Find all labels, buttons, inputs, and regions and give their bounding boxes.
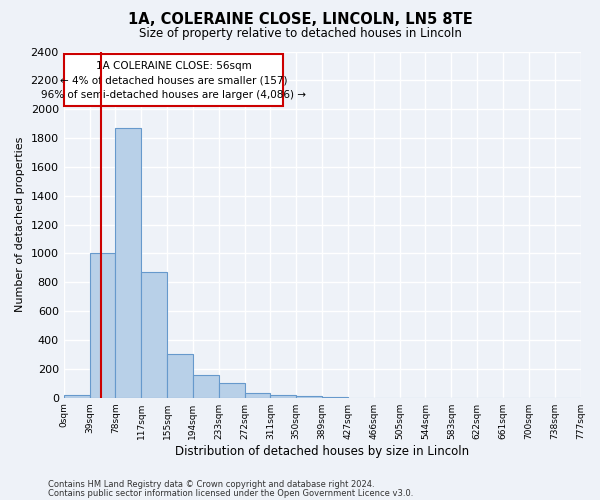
Bar bbox=[167, 354, 193, 398]
Y-axis label: Number of detached properties: Number of detached properties bbox=[15, 137, 25, 312]
Bar bbox=[115, 128, 141, 398]
Text: Size of property relative to detached houses in Lincoln: Size of property relative to detached ho… bbox=[139, 28, 461, 40]
Text: Contains HM Land Registry data © Crown copyright and database right 2024.: Contains HM Land Registry data © Crown c… bbox=[48, 480, 374, 489]
Bar bbox=[89, 254, 115, 398]
Text: Contains public sector information licensed under the Open Government Licence v3: Contains public sector information licen… bbox=[48, 488, 413, 498]
Text: 1A COLERAINE CLOSE: 56sqm
← 4% of detached houses are smaller (157)
96% of semi-: 1A COLERAINE CLOSE: 56sqm ← 4% of detach… bbox=[41, 60, 306, 100]
Bar bbox=[271, 395, 296, 398]
FancyBboxPatch shape bbox=[64, 54, 283, 106]
X-axis label: Distribution of detached houses by size in Lincoln: Distribution of detached houses by size … bbox=[175, 444, 469, 458]
Bar bbox=[296, 396, 322, 398]
Bar bbox=[219, 384, 245, 398]
Bar bbox=[141, 272, 167, 398]
Bar bbox=[193, 376, 219, 398]
Bar bbox=[64, 395, 89, 398]
Bar bbox=[245, 392, 271, 398]
Text: 1A, COLERAINE CLOSE, LINCOLN, LN5 8TE: 1A, COLERAINE CLOSE, LINCOLN, LN5 8TE bbox=[128, 12, 472, 28]
